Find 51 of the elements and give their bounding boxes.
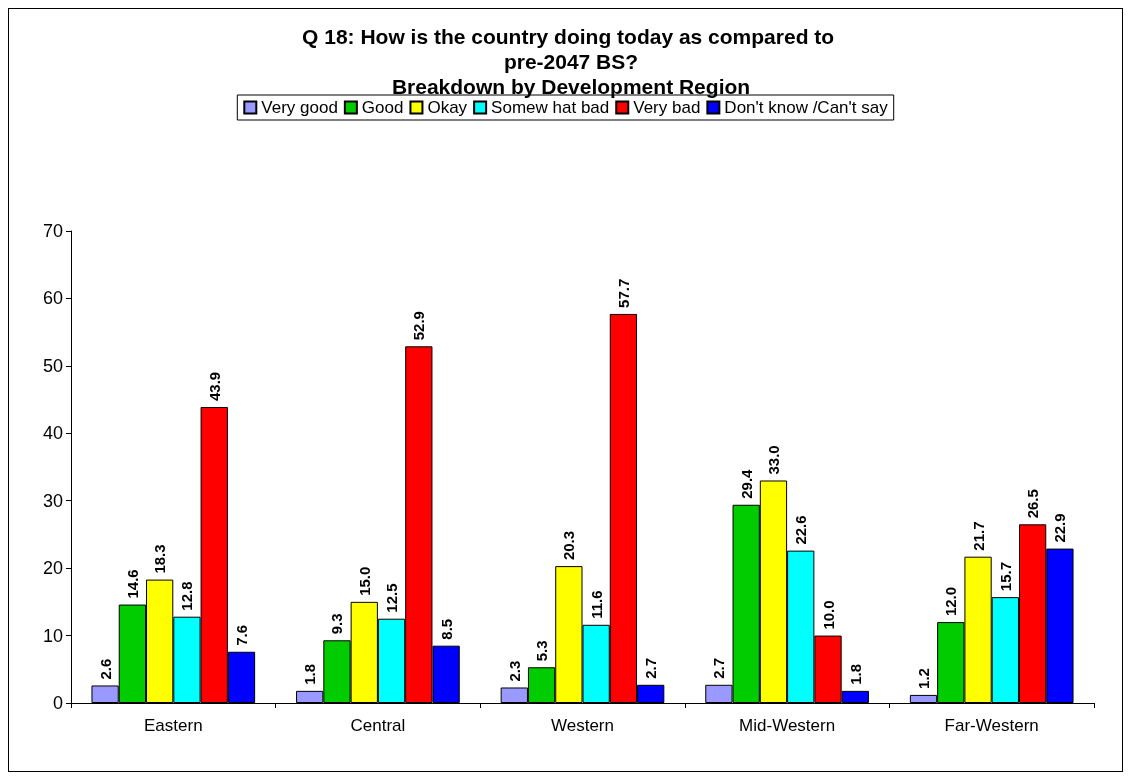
data-label: 8.5: [437, 618, 455, 640]
legend-label: Very bad: [633, 98, 701, 117]
data-label: 2.6: [96, 658, 114, 680]
x-tick-label: Eastern: [144, 716, 203, 735]
data-label: 21.7: [969, 521, 987, 551]
data-label: 12.8: [178, 581, 196, 611]
data-label: 12.0: [942, 586, 960, 617]
data-label: 5.3: [533, 640, 551, 662]
data-label: 52.9: [410, 311, 428, 341]
data-label: 2.7: [710, 657, 728, 679]
data-label: 43.9: [205, 371, 223, 401]
data-label: 22.6: [792, 515, 810, 545]
y-tick-label: 30: [42, 490, 63, 511]
data-label: 22.9: [1051, 513, 1069, 543]
legend-label: Somew hat bad: [491, 98, 610, 117]
data-label: 57.7: [614, 278, 632, 308]
y-tick-label: 50: [42, 355, 63, 376]
x-tick-label: Mid-Western: [739, 716, 836, 735]
data-label: 12.5: [383, 583, 401, 613]
data-label: 2.7: [642, 657, 660, 679]
data-label: 15.0: [355, 566, 373, 596]
data-label: 11.6: [587, 590, 605, 619]
legend-label: Very good: [261, 98, 338, 117]
data-label: 10.0: [819, 600, 837, 630]
data-label: 15.7: [996, 561, 1014, 592]
data-label: 26.5: [1024, 489, 1042, 519]
chart-subtitle: Breakdown by Development Region: [391, 75, 751, 98]
y-tick-label: 60: [42, 288, 63, 309]
chart-title: Q 18: How is the country doing today as compared to pre-2047 BS?: [302, 25, 840, 73]
legend-label: Don't know /Can't say: [724, 98, 889, 117]
data-label: 18.3: [151, 544, 169, 574]
x-tick-label: Far-Western: [944, 716, 1039, 735]
data-label: 1.8: [301, 664, 319, 685]
y-tick-label: 70: [42, 221, 63, 241]
data-label: 9.3: [328, 613, 346, 635]
data-label: 29.4: [737, 468, 755, 499]
data-label: 7.6: [233, 624, 250, 646]
legend-label: Good: [361, 98, 404, 117]
data-label: 2.3: [505, 660, 523, 682]
x-tick-label: Central: [350, 716, 406, 735]
y-tick-label: 20: [42, 558, 63, 579]
x-tick-label: Western: [551, 716, 614, 735]
data-label: 14.6: [123, 569, 141, 599]
y-tick-label: 0: [52, 693, 63, 713]
y-tick-label: 40: [42, 423, 63, 444]
data-label: 20.3: [560, 530, 578, 561]
data-label: 1.2: [915, 668, 932, 689]
y-tick-label: 10: [42, 625, 63, 646]
data-label: 1.8: [846, 664, 864, 685]
data-label: 33.0: [764, 445, 782, 475]
legend-label: Okay: [427, 98, 468, 117]
